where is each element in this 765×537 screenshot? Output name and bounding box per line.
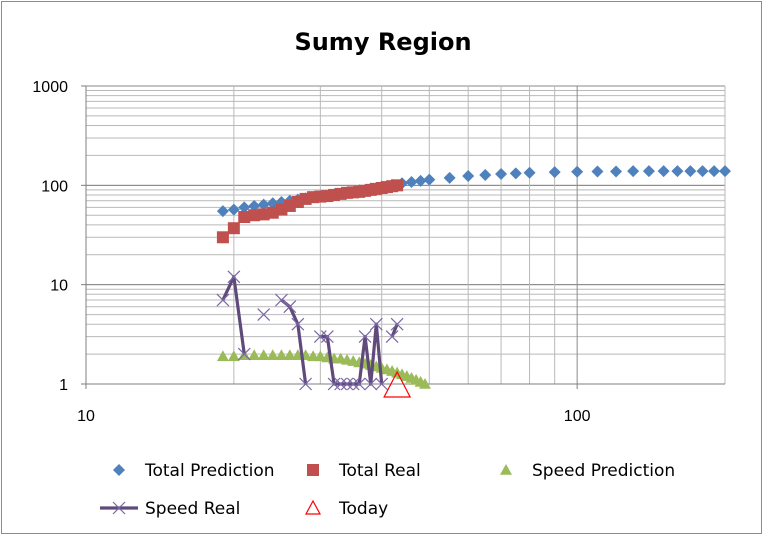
- speed-real-point: [216, 293, 230, 307]
- total-prediction-point: [719, 165, 731, 178]
- speed-prediction-point: [418, 378, 431, 389]
- total-real-point: [248, 209, 261, 222]
- speed-real-line: [280, 298, 308, 385]
- total-prediction-point: [257, 198, 270, 211]
- total-prediction-point: [479, 169, 492, 182]
- speed-prediction-point: [216, 350, 229, 362]
- speed-real-point: [369, 317, 383, 331]
- total-prediction-point: [238, 201, 251, 214]
- y-tick-label: 10: [50, 278, 68, 295]
- speed-real-point: [375, 377, 389, 391]
- speed-real-line: [390, 323, 399, 338]
- total-prediction-point: [548, 166, 561, 179]
- speed-real-point: [346, 377, 360, 391]
- total-prediction-point: [571, 165, 584, 178]
- legend-swatch-marker: [304, 499, 322, 515]
- speed-real-point: [340, 377, 354, 391]
- legend-swatch-marker: [113, 464, 125, 476]
- legend-swatch-marker: [500, 464, 512, 475]
- speed-real-point: [291, 317, 305, 331]
- total-prediction-point: [627, 165, 640, 178]
- legend-item: Total Prediction: [113, 461, 275, 481]
- speed-prediction-point: [227, 350, 240, 362]
- x-tick-label: 100: [564, 408, 591, 425]
- speed-real-point: [352, 377, 366, 391]
- speed-real-point: [358, 330, 372, 344]
- speed-real-point: [299, 377, 313, 391]
- total-prediction-point: [216, 205, 229, 218]
- total-prediction-point: [671, 165, 684, 178]
- plot-grid: [85, 85, 726, 385]
- total-prediction-point: [495, 168, 508, 181]
- speed-prediction-point: [266, 349, 279, 360]
- speed-real-point: [237, 347, 251, 361]
- today-point: [383, 370, 412, 398]
- total-real-point: [257, 208, 270, 221]
- legend: Total Prediction Total Real Speed Predicti…: [100, 461, 675, 519]
- total-prediction-point: [591, 165, 604, 178]
- legend-item: Total Real: [307, 461, 421, 481]
- speed-real-point: [364, 377, 378, 391]
- speed-real-point: [275, 293, 288, 307]
- series-speed-real: [216, 270, 404, 391]
- total-real-point: [216, 231, 229, 244]
- total-prediction-point: [414, 174, 427, 187]
- series-total-real: [216, 179, 404, 244]
- total-prediction-point: [642, 165, 655, 178]
- legend-label: Total Real: [338, 461, 421, 481]
- speed-prediction-point: [257, 349, 270, 360]
- speed-real-point: [257, 308, 271, 321]
- speed-prediction-point: [275, 349, 288, 360]
- x-tick-label: 10: [77, 408, 95, 425]
- y-tick-label: 1: [59, 377, 68, 394]
- speed-prediction-point: [248, 349, 261, 360]
- total-prediction-point: [405, 176, 418, 189]
- total-prediction-point: [443, 171, 456, 184]
- legend-item: Today: [304, 499, 388, 519]
- speed-real-point: [334, 377, 348, 391]
- legend-item: Speed Prediction: [500, 461, 675, 481]
- total-prediction-point: [523, 166, 536, 179]
- axis-ticks: 1 10 100 1000 10 100: [32, 79, 590, 425]
- speed-prediction-point: [283, 349, 296, 360]
- total-real-point: [391, 179, 404, 192]
- speed-real-point: [313, 330, 327, 344]
- total-prediction-point: [610, 165, 623, 178]
- legend-label: Total Prediction: [144, 461, 275, 481]
- chart-title: Sumy Region: [294, 28, 471, 56]
- speed-real-point: [327, 377, 341, 391]
- legend-swatch-marker: [307, 464, 319, 476]
- series-speed-prediction: [216, 349, 431, 389]
- total-prediction-point: [248, 199, 261, 212]
- total-prediction-point: [657, 165, 670, 178]
- speed-real-point: [390, 317, 404, 331]
- total-prediction-point: [708, 165, 721, 178]
- total-prediction-point: [423, 173, 436, 186]
- legend-label: Speed Prediction: [532, 461, 675, 481]
- plot-marks: [216, 165, 731, 398]
- total-real-point: [238, 210, 251, 223]
- y-tick-label: 1000: [32, 79, 68, 96]
- total-prediction-point: [684, 165, 697, 178]
- total-real-point: [227, 222, 240, 235]
- legend-swatch-marker: [112, 501, 126, 515]
- speed-real-point: [385, 330, 399, 344]
- total-prediction-point: [696, 165, 709, 178]
- legend-label: Today: [338, 499, 388, 519]
- speed-real-point: [320, 330, 334, 344]
- total-prediction-point: [509, 167, 522, 180]
- total-prediction-point: [462, 170, 475, 183]
- total-prediction-point: [227, 203, 240, 216]
- y-tick-label: 100: [41, 178, 68, 195]
- series-today: [383, 370, 412, 398]
- speed-real-point: [227, 270, 241, 284]
- speed-prediction-point: [314, 350, 327, 362]
- speed-real-point: [283, 300, 297, 314]
- legend-item: Speed Real: [100, 499, 240, 519]
- legend-label: Speed Real: [145, 499, 240, 519]
